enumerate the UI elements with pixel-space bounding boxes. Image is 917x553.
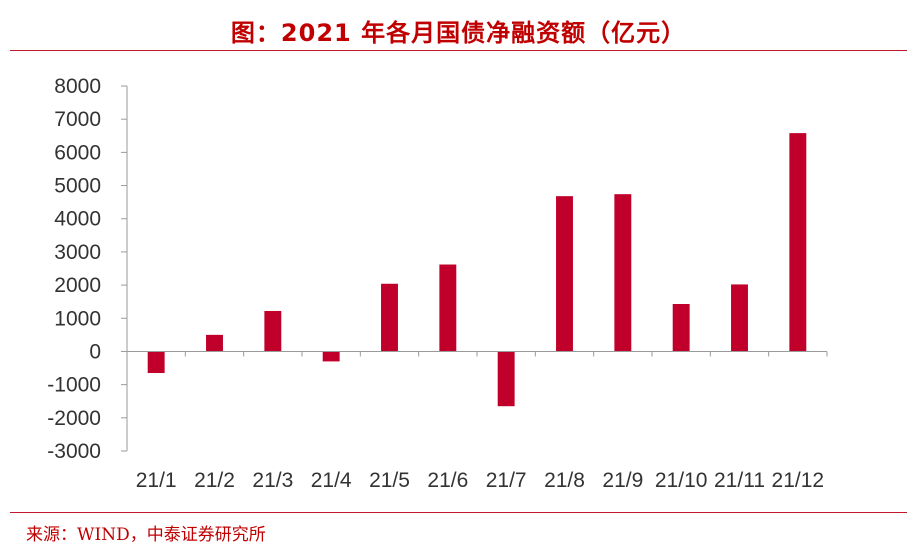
x-tick-label: 21/11 (714, 469, 765, 492)
bar-chart: 8000 7000 6000 5000 4000 3000 2000 1000 0 -1000 -2… (47, 75, 828, 492)
bar-21-7 (497, 351, 515, 407)
x-axis: 21/1 21/2 21/3 21/4 21/5 21/6 21/7 21/8 21/9 21/1… (126, 350, 828, 492)
y-tick-label: -3000 (47, 440, 101, 463)
x-tick-label: 21/3 (252, 469, 293, 492)
x-tick-label: 21/4 (311, 469, 352, 492)
bar-21-11 (731, 284, 748, 352)
y-tick-label: 6000 (54, 141, 101, 164)
bars (147, 133, 807, 407)
x-tick-label: 21/5 (369, 469, 410, 492)
y-tick-label: -2000 (47, 407, 101, 430)
title-divider (10, 50, 907, 51)
x-tick-label: 21/8 (544, 469, 585, 492)
x-tick-label: 21/9 (602, 469, 643, 492)
y-tick-label: 0 (89, 340, 101, 363)
source-note: 来源：WIND，中泰证券研究所 (26, 525, 266, 545)
y-tick-label: 5000 (54, 175, 101, 198)
bar-21-1 (147, 351, 165, 374)
x-tick-label: 21/10 (655, 469, 708, 492)
x-tick-label: 21/1 (136, 469, 177, 492)
bar-21-5 (381, 283, 398, 352)
bar-21-3 (264, 310, 282, 352)
y-tick-label: 3000 (54, 241, 101, 264)
y-tick-label: 2000 (54, 274, 101, 297)
y-tick-label: 8000 (54, 75, 101, 98)
y-tick-label: 7000 (54, 108, 101, 131)
y-tick-label: -1000 (47, 374, 101, 397)
chart-title: 图：2021 年各月国债净融资额（亿元） (230, 19, 687, 47)
bar-21-10 (672, 304, 690, 352)
bar-21-4 (322, 351, 340, 362)
bar-21-8 (556, 196, 573, 352)
y-tick-label: 1000 (54, 307, 101, 330)
x-tick-label: 21/6 (427, 469, 468, 492)
bar-21-6 (439, 264, 457, 352)
y-tick-label: 4000 (54, 208, 101, 231)
x-tick-label: 21/2 (194, 469, 235, 492)
x-tick-label: 21/12 (772, 469, 825, 492)
bar-21-2 (206, 334, 223, 352)
source-divider (10, 512, 907, 513)
bar-21-12 (789, 133, 807, 352)
y-axis: 8000 7000 6000 5000 4000 3000 2000 1000 0 -1000 -2… (47, 75, 128, 463)
x-tick-label: 21/7 (486, 469, 527, 492)
bar-21-9 (614, 194, 632, 352)
